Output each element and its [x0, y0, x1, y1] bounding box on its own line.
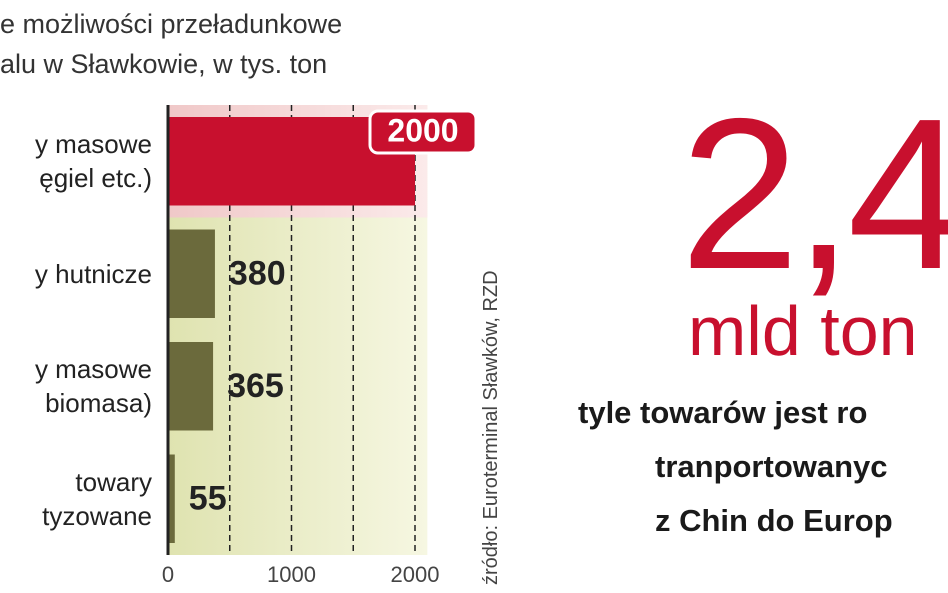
- category-label: y masowe biomasa): [34, 354, 152, 419]
- value-label: 55: [189, 480, 227, 518]
- callout-text: tranportowanyc: [655, 449, 888, 484]
- category-label: y masowe ęgiel etc.): [34, 129, 152, 194]
- value-label: 365: [227, 367, 284, 405]
- callout-unit: mld ton: [688, 292, 918, 370]
- category-label: towary tyzowane: [42, 466, 152, 531]
- x-tick-label: 0: [162, 562, 174, 587]
- category-label: y hutnicze: [34, 258, 152, 289]
- callout-text: z Chin do Europ: [655, 503, 893, 538]
- bar: [168, 342, 214, 431]
- chart-title: e możliwości przeładunkowe alu w Sławkow…: [0, 9, 343, 79]
- x-tick-label: 1000: [267, 562, 316, 587]
- value-label: 380: [229, 255, 286, 293]
- callout-number: 2,4: [680, 73, 948, 314]
- value-badge: [368, 109, 478, 155]
- source: źródło: Euroterminal Sławków, RZD: [480, 270, 502, 585]
- bar: [168, 229, 215, 318]
- bar: [168, 454, 175, 543]
- value-label: 2000: [387, 112, 458, 148]
- callout-text: tyle towarów jest ro: [578, 395, 867, 430]
- x-tick-label: 2000: [391, 562, 440, 587]
